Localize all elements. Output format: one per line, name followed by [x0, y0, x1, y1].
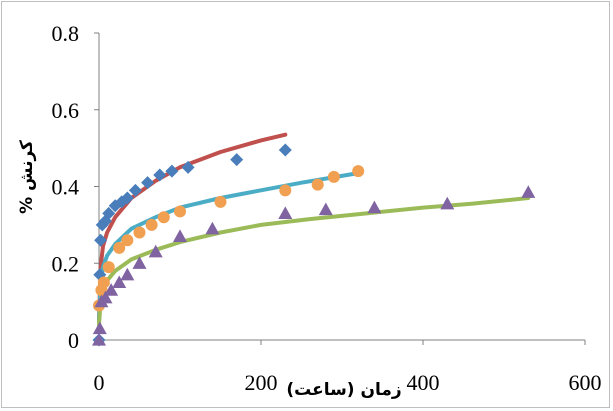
diamond-marker [153, 168, 167, 182]
diamond-marker [181, 160, 195, 174]
y-tick-label: 0 [68, 328, 79, 353]
triangle-marker [318, 202, 333, 216]
tick-labels: 0 0.2 0.4 0.6 0.8 0 200 400 600 [52, 21, 602, 395]
circle-marker [113, 241, 126, 254]
triangle-marker [205, 221, 220, 235]
triangle-marker [92, 321, 107, 335]
triangle-marker [92, 333, 106, 346]
fit-line-2 [97, 171, 361, 323]
circle-marker [157, 211, 170, 224]
circle-marker [311, 178, 324, 191]
axes [94, 32, 586, 345]
diamond-marker [94, 233, 108, 247]
triangle-marker [367, 200, 382, 214]
diamond-marker [230, 153, 244, 167]
circle-marker [97, 276, 110, 289]
triangle-marker [132, 256, 147, 269]
y-tick-label: 0.6 [52, 98, 80, 123]
circle-marker [133, 226, 146, 239]
diamond-marker [102, 206, 116, 220]
triangle-marker [440, 196, 455, 210]
triangle-marker [120, 267, 135, 281]
circle-marker [327, 170, 340, 183]
diamond-marker [120, 191, 134, 205]
triangle-marker [112, 275, 127, 289]
triangle-marker [521, 185, 536, 198]
circle-marker [121, 234, 134, 247]
y-tick-label: 0.4 [52, 175, 80, 200]
diamond-marker [128, 183, 142, 197]
y-axis-title: کرنش % [17, 140, 37, 214]
triangle-marker [104, 283, 119, 296]
circle-marker [174, 205, 186, 218]
data-markers [92, 143, 536, 347]
triangle-marker [278, 206, 293, 219]
x-tick-label: 200 [245, 370, 278, 395]
triangle-marker [173, 229, 187, 242]
fit-lines [97, 132, 531, 327]
triangle-marker [148, 244, 163, 258]
x-axis-title: زمان (ساعت) [286, 380, 401, 400]
y-tick-label: 0.8 [52, 21, 80, 46]
diamond-marker [278, 143, 292, 157]
x-tick-label: 600 [569, 370, 602, 395]
triangle-marker [98, 290, 113, 304]
circle-marker [214, 195, 227, 208]
x-tick-label: 0 [94, 370, 105, 395]
circle-marker [102, 261, 115, 274]
circle-marker [279, 184, 292, 197]
x-tick-label: 400 [407, 370, 440, 395]
circle-marker [352, 165, 365, 178]
chart-svg: 0 0.2 0.4 0.6 0.8 0 200 400 600 زمان (ساعت) کرنش… [17, 21, 602, 400]
y-tick-label: 0.2 [52, 251, 80, 276]
diamond-marker [141, 176, 155, 190]
circle-marker [145, 218, 158, 231]
fit-line-1 [97, 132, 288, 323]
diamond-marker [165, 164, 179, 178]
